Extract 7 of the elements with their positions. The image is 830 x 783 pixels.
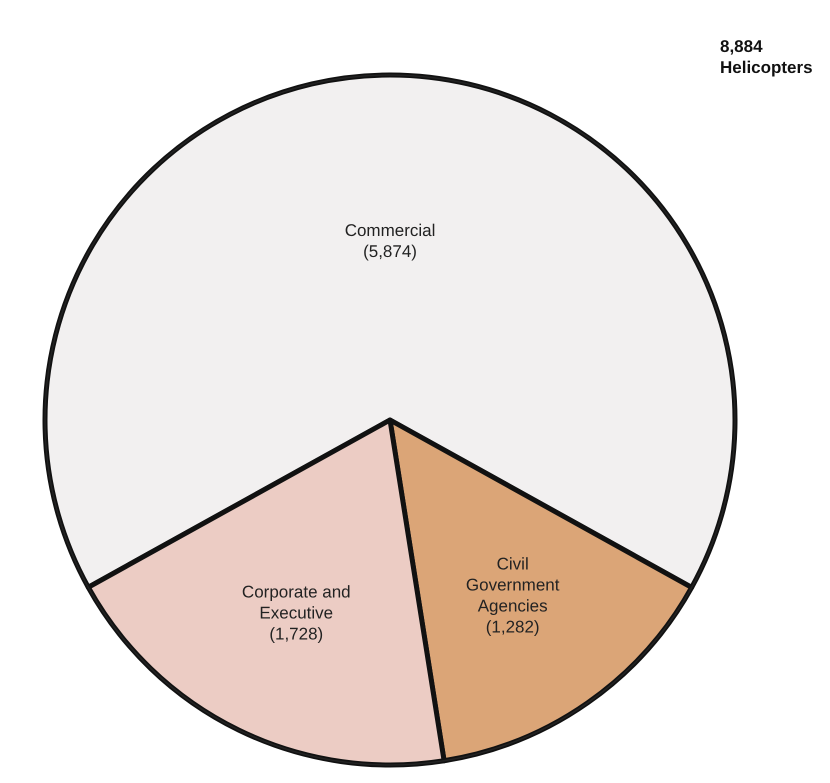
data-label: (1,728): [269, 624, 324, 644]
slice-label: Corporate and Executive: [242, 582, 351, 622]
data-label: (1,282): [486, 618, 540, 637]
slice-label: Commercial: [344, 221, 436, 240]
data-label: (5,874): [363, 242, 417, 262]
chart-title: 8,884 Helicopters: [720, 37, 813, 77]
slice-label: Civil Government Agencies: [466, 554, 560, 616]
